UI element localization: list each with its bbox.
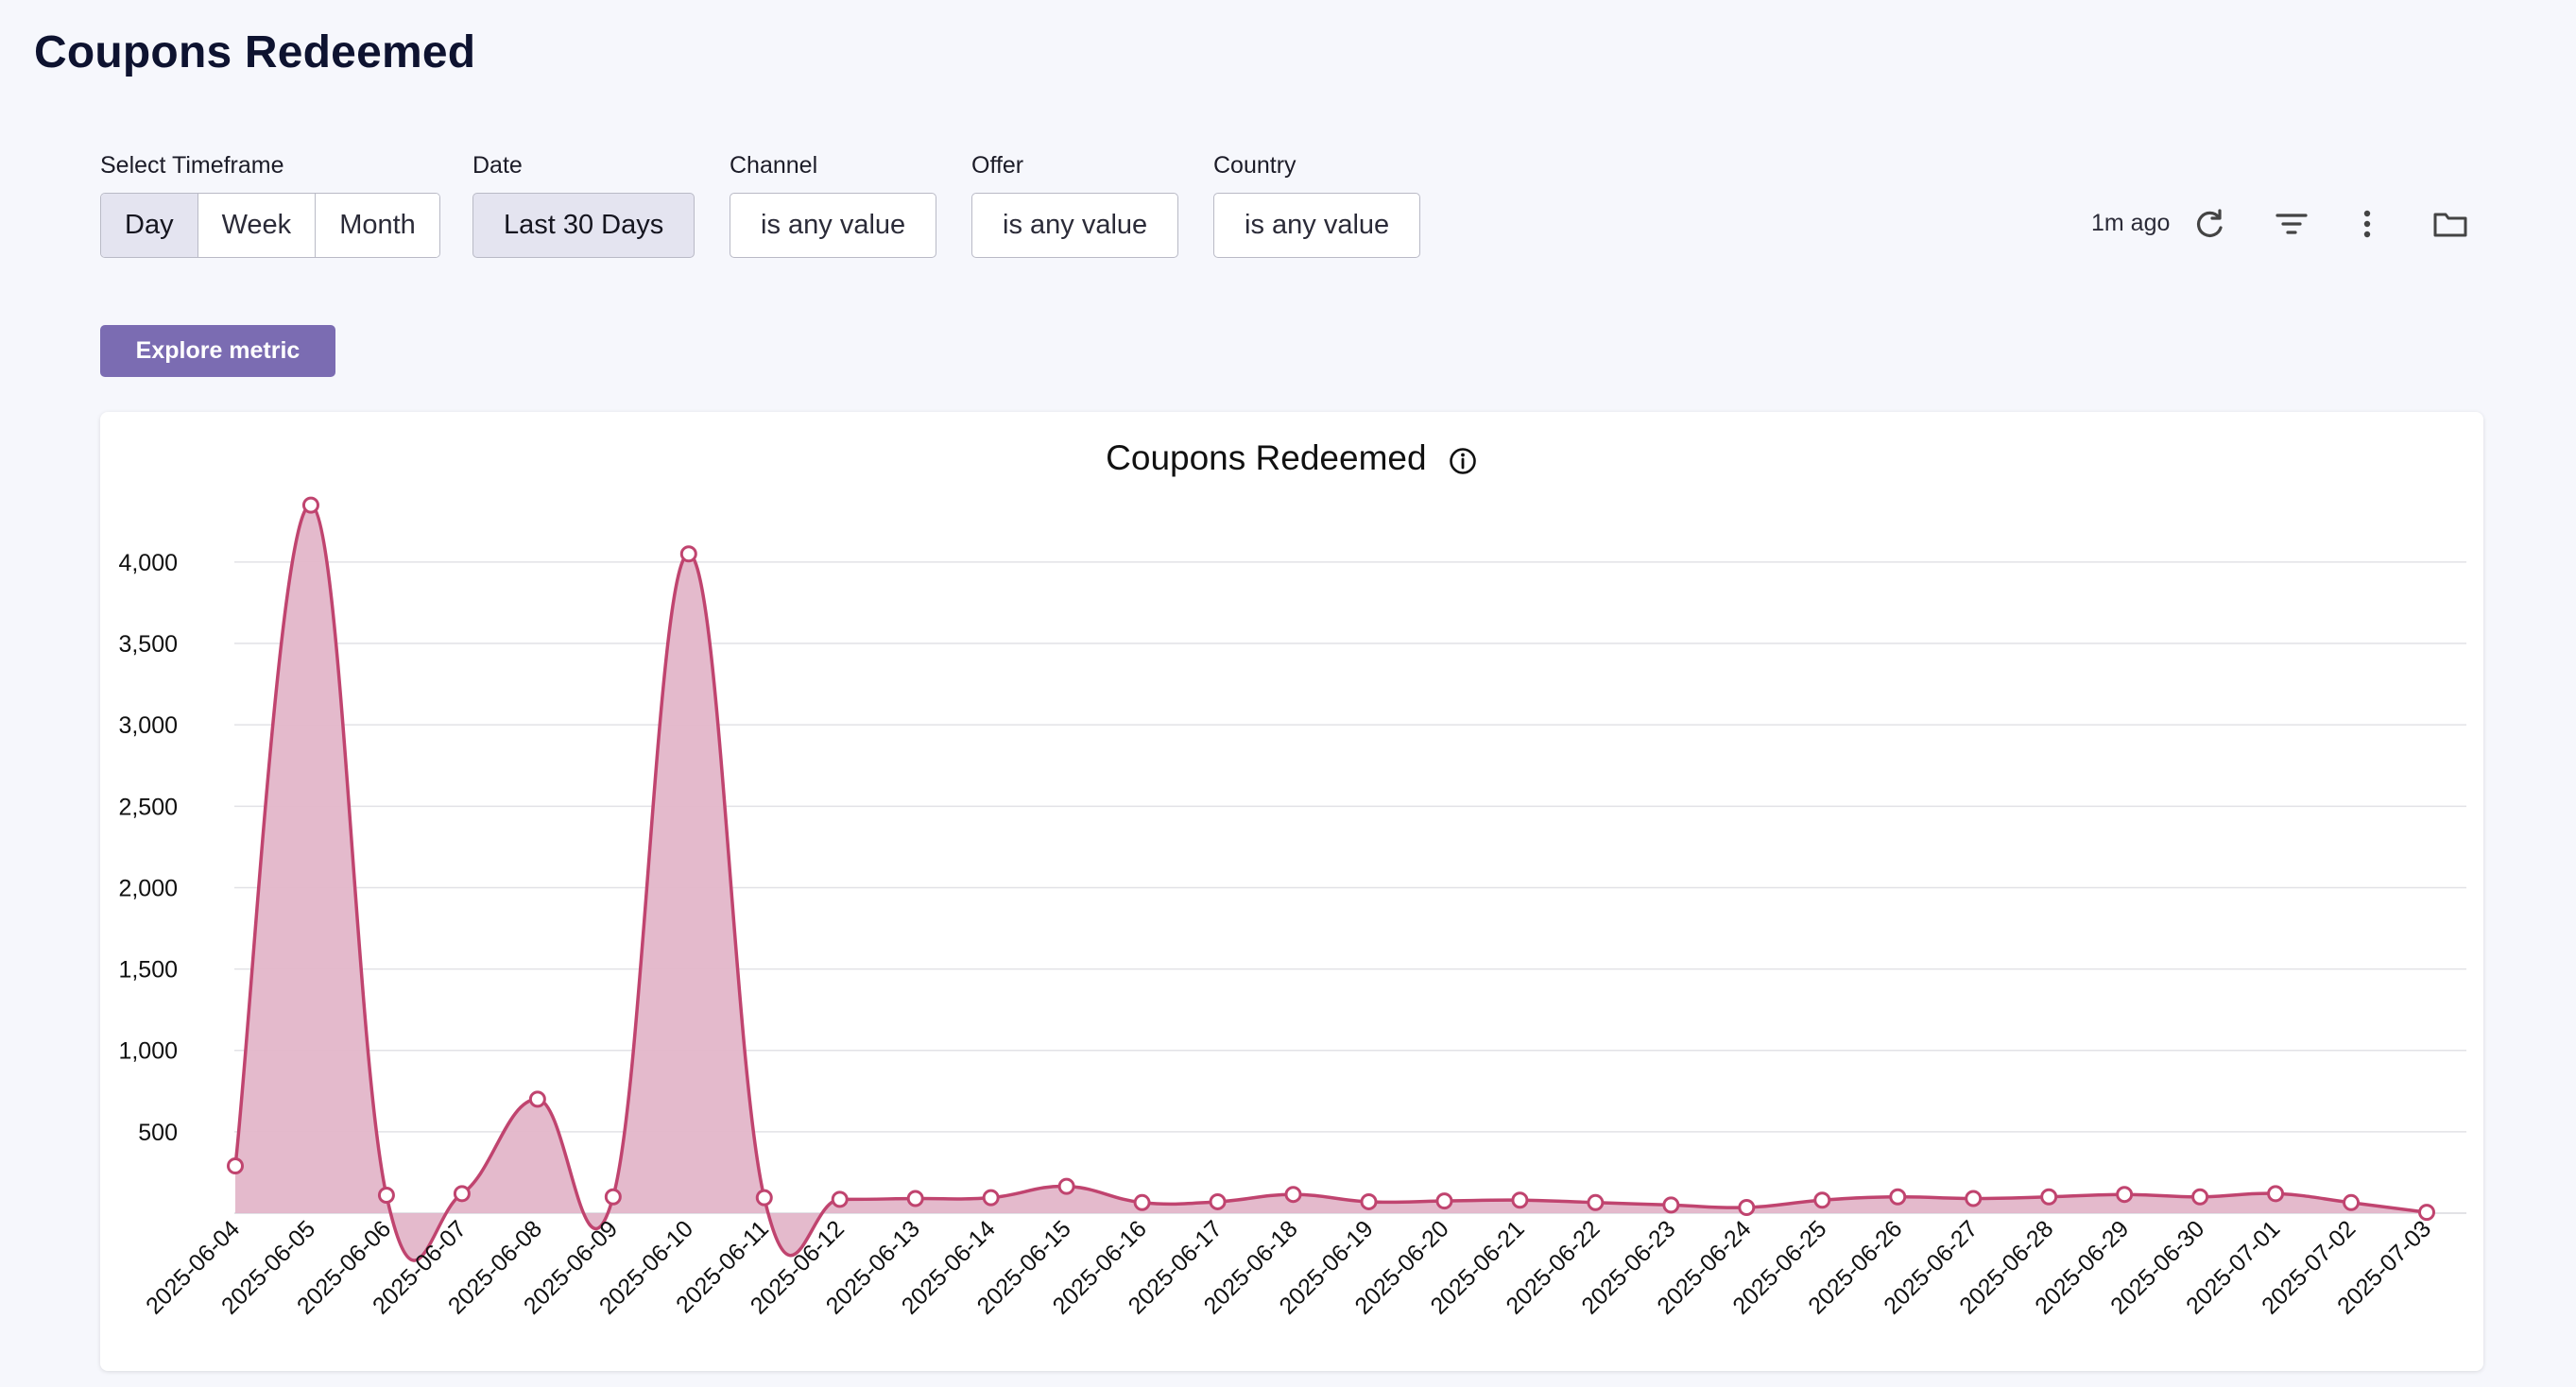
data-point (377, 1187, 395, 1205)
country-filter: Country is any value (1213, 151, 1421, 258)
data-point (453, 1185, 471, 1203)
y-tick-label: 1,000 (118, 1038, 178, 1065)
data-point (906, 1190, 924, 1207)
y-tick-label: 3,000 (118, 712, 178, 739)
timeframe-filter: Select Timeframe Day Week Month (100, 151, 440, 258)
data-point (1587, 1193, 1605, 1211)
last-updated-text: 1m ago (2091, 210, 2171, 236)
data-point (227, 1157, 244, 1175)
area-chart: 5001,0001,5002,0002,5003,0003,5004,00020… (118, 496, 2466, 1320)
page-title: Coupons Redeemed (34, 27, 476, 77)
data-point (2418, 1204, 2435, 1222)
data-point (2191, 1188, 2209, 1206)
chart-title-text: Coupons Redeemed (1106, 438, 1427, 477)
y-tick-label: 500 (138, 1120, 178, 1146)
data-point (2040, 1188, 2058, 1206)
explore-metric-button[interactable]: Explore metric (100, 325, 335, 377)
date-filter: Date Last 30 Days (472, 151, 696, 258)
refresh-icon[interactable] (2190, 205, 2228, 243)
timeframe-week-button[interactable]: Week (197, 194, 317, 257)
data-point (2267, 1185, 2285, 1203)
channel-filter-button[interactable]: is any value (730, 193, 937, 258)
country-filter-button[interactable]: is any value (1213, 193, 1421, 258)
chart-title: Coupons Redeemed (100, 438, 2483, 478)
data-point (1284, 1186, 1302, 1204)
offer-filter-button[interactable]: is any value (971, 193, 1179, 258)
timeframe-month-button[interactable]: Month (316, 194, 439, 257)
channel-label: Channel (730, 152, 818, 179)
data-point (301, 496, 319, 514)
y-tick-label: 1,500 (118, 957, 178, 984)
filter-icon[interactable] (2273, 205, 2310, 243)
data-point (604, 1188, 622, 1206)
series-area (235, 505, 2427, 1261)
offer-filter: Offer is any value (971, 151, 1179, 258)
offer-label: Offer (971, 152, 1024, 179)
data-point (831, 1190, 849, 1208)
data-point (1360, 1192, 1378, 1210)
date-label: Date (472, 152, 523, 179)
data-point (1057, 1177, 1075, 1195)
y-tick-label: 3,500 (118, 631, 178, 658)
data-point (1209, 1192, 1227, 1210)
series-line (233, 503, 2428, 1262)
data-point (1813, 1191, 1831, 1209)
channel-filter: Channel is any value (730, 151, 937, 258)
date-filter-button[interactable]: Last 30 Days (472, 193, 696, 258)
info-icon[interactable] (1448, 445, 1478, 475)
chart-card: Coupons Redeemed 500 1,000 1,500 2,000 2,500… (100, 412, 2483, 1371)
data-point (1133, 1193, 1151, 1211)
data-point (755, 1189, 773, 1207)
data-point (679, 545, 697, 563)
data-point (1511, 1191, 1529, 1209)
y-tick-label: 4,000 (118, 550, 178, 576)
data-point (1889, 1188, 1907, 1206)
data-point (528, 1090, 546, 1108)
timeframe-label: Select Timeframe (100, 152, 284, 179)
data-point (1965, 1190, 1983, 1207)
data-point (982, 1189, 1000, 1207)
country-label: Country (1213, 152, 1297, 179)
data-point (1662, 1196, 1680, 1214)
y-tick-label: 2,000 (118, 875, 178, 901)
timeframe-day-button[interactable]: Day (101, 194, 198, 257)
data-point (2343, 1193, 2361, 1211)
y-tick-label: 2,500 (118, 794, 178, 820)
data-point (1435, 1192, 1453, 1210)
data-point (1738, 1198, 1756, 1216)
more-vertical-icon[interactable] (2348, 205, 2386, 243)
data-point (2116, 1186, 2134, 1204)
timeframe-segmented-control: Day Week Month (100, 193, 440, 258)
folder-icon[interactable] (2431, 205, 2469, 243)
